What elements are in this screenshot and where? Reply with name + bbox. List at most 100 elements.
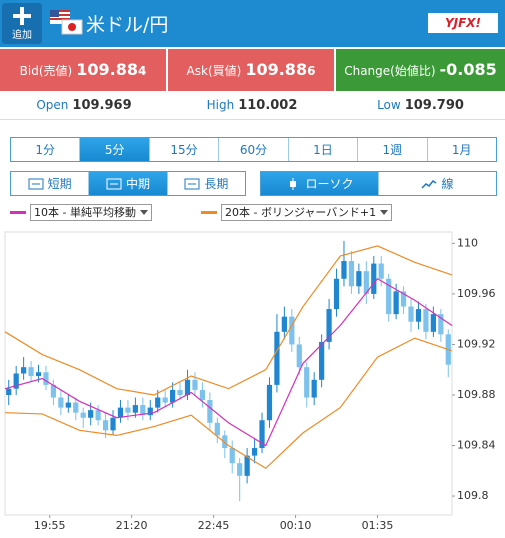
candle-body — [237, 463, 243, 476]
x-tick-label: 00:10 — [280, 519, 312, 532]
button[interactable]: 線 — [378, 172, 496, 195]
ask-pip: 6 — [307, 64, 316, 78]
candle-body — [73, 402, 79, 413]
indicator-swatch — [10, 210, 26, 214]
button[interactable]: 1週 — [357, 138, 427, 161]
button-label: 短期 — [47, 177, 72, 191]
box-icon — [106, 178, 122, 189]
logo: YJFX! — [428, 13, 498, 33]
candle-body — [13, 373, 19, 389]
candle-body — [214, 422, 220, 436]
candle-body — [408, 306, 414, 322]
button[interactable]: 長期 — [166, 172, 245, 195]
ask-value: 109.88 — [245, 60, 308, 79]
candle-body — [251, 448, 258, 456]
plot-area — [4, 231, 453, 516]
candle-body — [132, 405, 138, 413]
add-label: 追加 — [12, 30, 32, 41]
dropdown[interactable]: 10本 - 単純平均移動 — [30, 203, 152, 221]
candle-body — [170, 389, 176, 403]
button-label: 1分 — [35, 143, 56, 157]
dropdown[interactable]: 20本 - ボリンジャーバンド+1 — [221, 203, 393, 221]
timeframe-bar: 1分 5分 15分 60分 1日 1週 1月 — [10, 137, 497, 162]
high-label: High — [206, 98, 235, 112]
indicator-swatch — [201, 210, 217, 214]
candle-body — [177, 389, 183, 395]
button-label: 1日 — [313, 143, 333, 157]
indicator-name: 20本 - ボリンジャーバンド+1 — [225, 205, 377, 219]
candle-body — [199, 389, 206, 401]
indicator-line — [4, 245, 453, 396]
indicator-select: 10本 - 単純平均移動 — [10, 203, 152, 221]
candle-body — [102, 420, 109, 431]
candle-body — [58, 397, 64, 408]
candle-body — [266, 384, 273, 421]
button[interactable]: 1分 — [11, 138, 80, 161]
x-tick-label: 19:55 — [34, 519, 66, 532]
button[interactable]: 15分 — [148, 138, 219, 161]
button[interactable]: 1月 — [426, 138, 496, 161]
candle-body — [207, 400, 213, 423]
candle-body — [415, 309, 422, 322]
candle-body — [21, 367, 27, 374]
candle-body — [281, 316, 287, 332]
candle-body — [371, 263, 377, 294]
button[interactable]: 短期 — [11, 172, 89, 195]
dropdown-arrow — [380, 209, 389, 215]
ask-label: Ask(買値) — [186, 64, 242, 78]
button-label: 長期 — [204, 177, 229, 191]
candle-body — [192, 379, 198, 390]
candle-body — [438, 314, 444, 335]
open-box: Open 109.969 — [0, 91, 168, 120]
low-box: Low 109.790 — [336, 91, 505, 120]
x-tick-label: 01:35 — [362, 519, 394, 532]
button-label: 60分 — [239, 143, 268, 157]
candle-body — [43, 372, 49, 385]
indicator-line — [4, 337, 453, 470]
button-label: 1月 — [451, 143, 472, 157]
candle-body — [65, 402, 71, 408]
open-value: 109.969 — [72, 98, 132, 113]
candle-body — [110, 417, 116, 431]
bid-label: Bid(売値) — [19, 64, 73, 78]
candle-body — [259, 420, 265, 449]
x-tick-label: 21:20 — [116, 519, 148, 532]
dropdown-arrow — [139, 209, 148, 215]
button[interactable]: 60分 — [218, 138, 288, 161]
y-tick-label: 109.96 — [457, 287, 496, 300]
candle-body — [35, 372, 42, 377]
candle-body — [50, 384, 57, 398]
candle-body — [125, 407, 131, 413]
button[interactable]: 5分 — [79, 138, 149, 161]
change-value: -0.085 — [439, 60, 497, 79]
button[interactable]: 中期 — [88, 172, 167, 195]
bid-pip: 4 — [137, 64, 147, 78]
term-bar: 短期 中期 長期 — [10, 171, 246, 196]
box-icon — [28, 178, 44, 189]
pair-title: 米ドル/円 — [86, 14, 169, 36]
button-label: 5分 — [104, 143, 125, 157]
add-button[interactable]: 追加 — [2, 3, 42, 44]
plus-icon — [13, 7, 31, 25]
candle-body — [356, 271, 362, 287]
box-icon — [184, 178, 200, 189]
style-bar: ローソク 線 — [260, 171, 497, 196]
candle-body — [244, 455, 250, 476]
candle-body — [430, 314, 436, 332]
candle-body — [326, 309, 332, 342]
x-tick-label: 22:45 — [198, 519, 230, 532]
y-tick-label: 109.84 — [457, 439, 496, 452]
y-tick-label: 110 — [457, 236, 478, 249]
bid-box: Bid(売値) 109.884 — [0, 49, 166, 91]
button[interactable]: ローソク — [261, 172, 378, 195]
candle-body — [274, 331, 280, 385]
candle-body — [333, 278, 340, 310]
candle-body — [147, 407, 153, 416]
button-label: 15分 — [170, 143, 198, 157]
button[interactable]: 1日 — [287, 138, 358, 161]
button-label: 1週 — [382, 143, 403, 157]
y-tick-label: 109.88 — [457, 388, 496, 401]
button-label: ローソク — [305, 177, 354, 191]
candle-body — [393, 291, 399, 315]
chart: 110 109.96 109.92 109.88 109.84 109.8 19:55 21:… — [4, 231, 496, 532]
